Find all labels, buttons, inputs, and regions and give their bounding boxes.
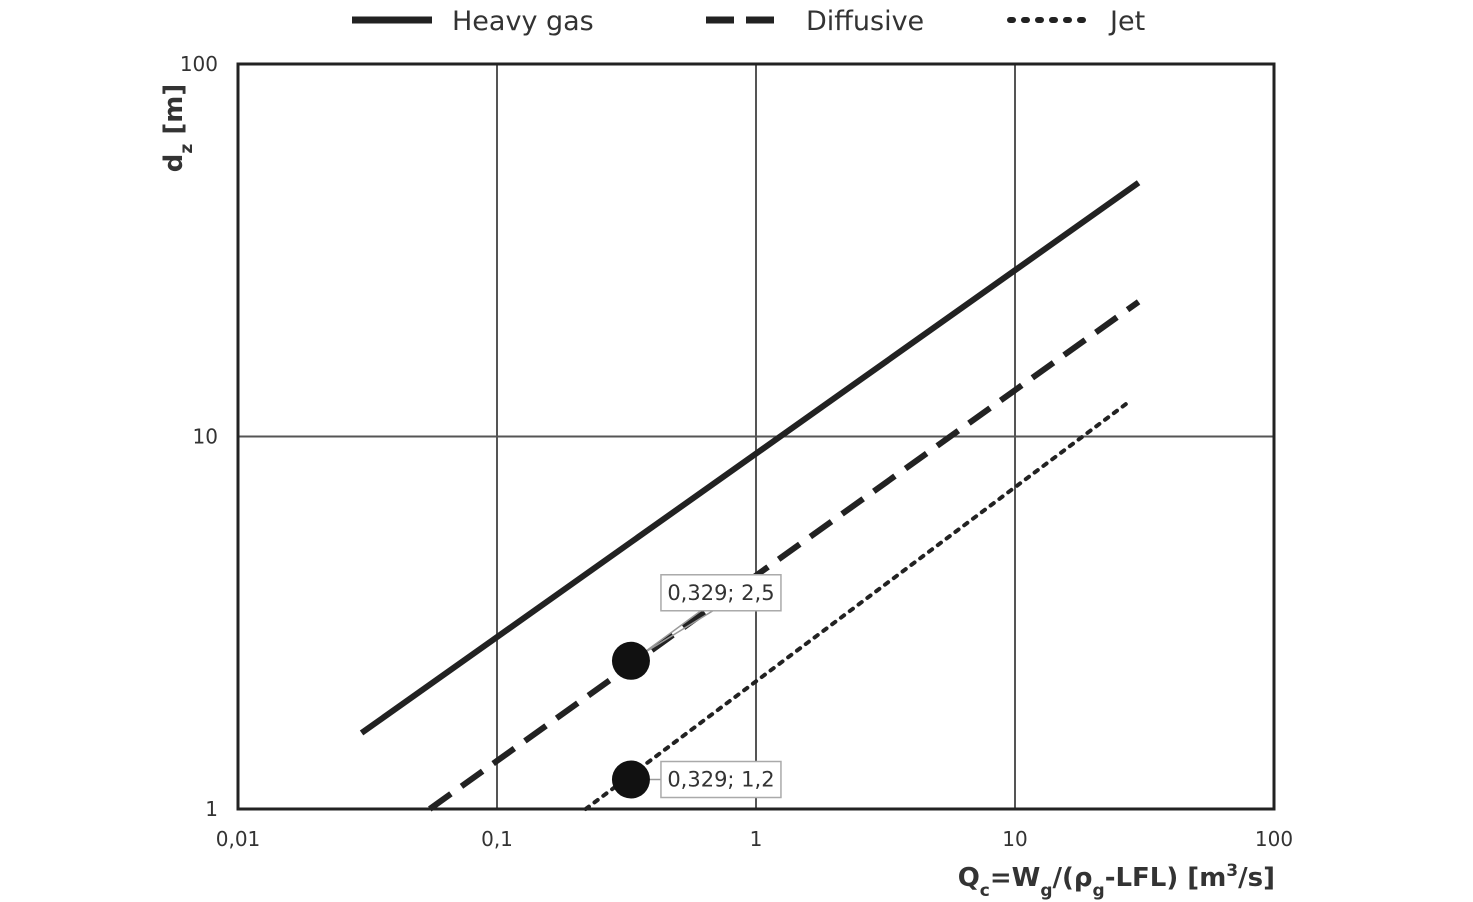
y-tick-label: 1 xyxy=(205,797,218,821)
series-lines xyxy=(359,180,1141,812)
y-axis-ticks: 1 10 100 xyxy=(180,52,218,821)
highlight-points: 0,329; 2,5 0,329; 1,2 xyxy=(611,574,782,799)
y-axis-title: dz [m] xyxy=(159,84,197,172)
legend-label-diffusive: Diffusive xyxy=(806,6,924,37)
y-tick-label: 10 xyxy=(193,425,218,449)
x-tick-label: 10 xyxy=(1002,827,1027,851)
series-line-heavy-gas xyxy=(359,180,1141,736)
y-tick-label: 100 xyxy=(180,52,218,76)
callout-box xyxy=(660,760,782,799)
point-label: 0,329; 1,2 xyxy=(667,768,774,792)
highlight-point xyxy=(611,760,650,799)
legend: Heavy gas Diffusive Jet xyxy=(352,6,1145,37)
x-axis-ticks: 0,01 0,1 1 10 100 xyxy=(216,827,1293,851)
series-line-diffusive xyxy=(428,299,1141,812)
series-line-jet xyxy=(583,398,1133,811)
callout-leader xyxy=(640,610,714,656)
highlight-point xyxy=(611,641,650,680)
x-tick-label: 0,1 xyxy=(481,827,513,851)
legend-label-jet: Jet xyxy=(1108,6,1145,37)
plot-area-frame xyxy=(236,62,1276,811)
callout-box xyxy=(660,574,782,612)
grid-lines xyxy=(238,64,1274,809)
x-axis-title: Qc=Wg/(ρg-LFL) [m3/s] xyxy=(958,861,1275,901)
legend-label-heavy-gas: Heavy gas xyxy=(452,6,594,37)
point-label: 0,329; 2,5 xyxy=(667,581,774,605)
x-tick-label: 100 xyxy=(1255,827,1293,851)
callout-leader xyxy=(640,610,702,656)
x-tick-label: 1 xyxy=(750,827,763,851)
x-tick-label: 0,01 xyxy=(216,827,261,851)
